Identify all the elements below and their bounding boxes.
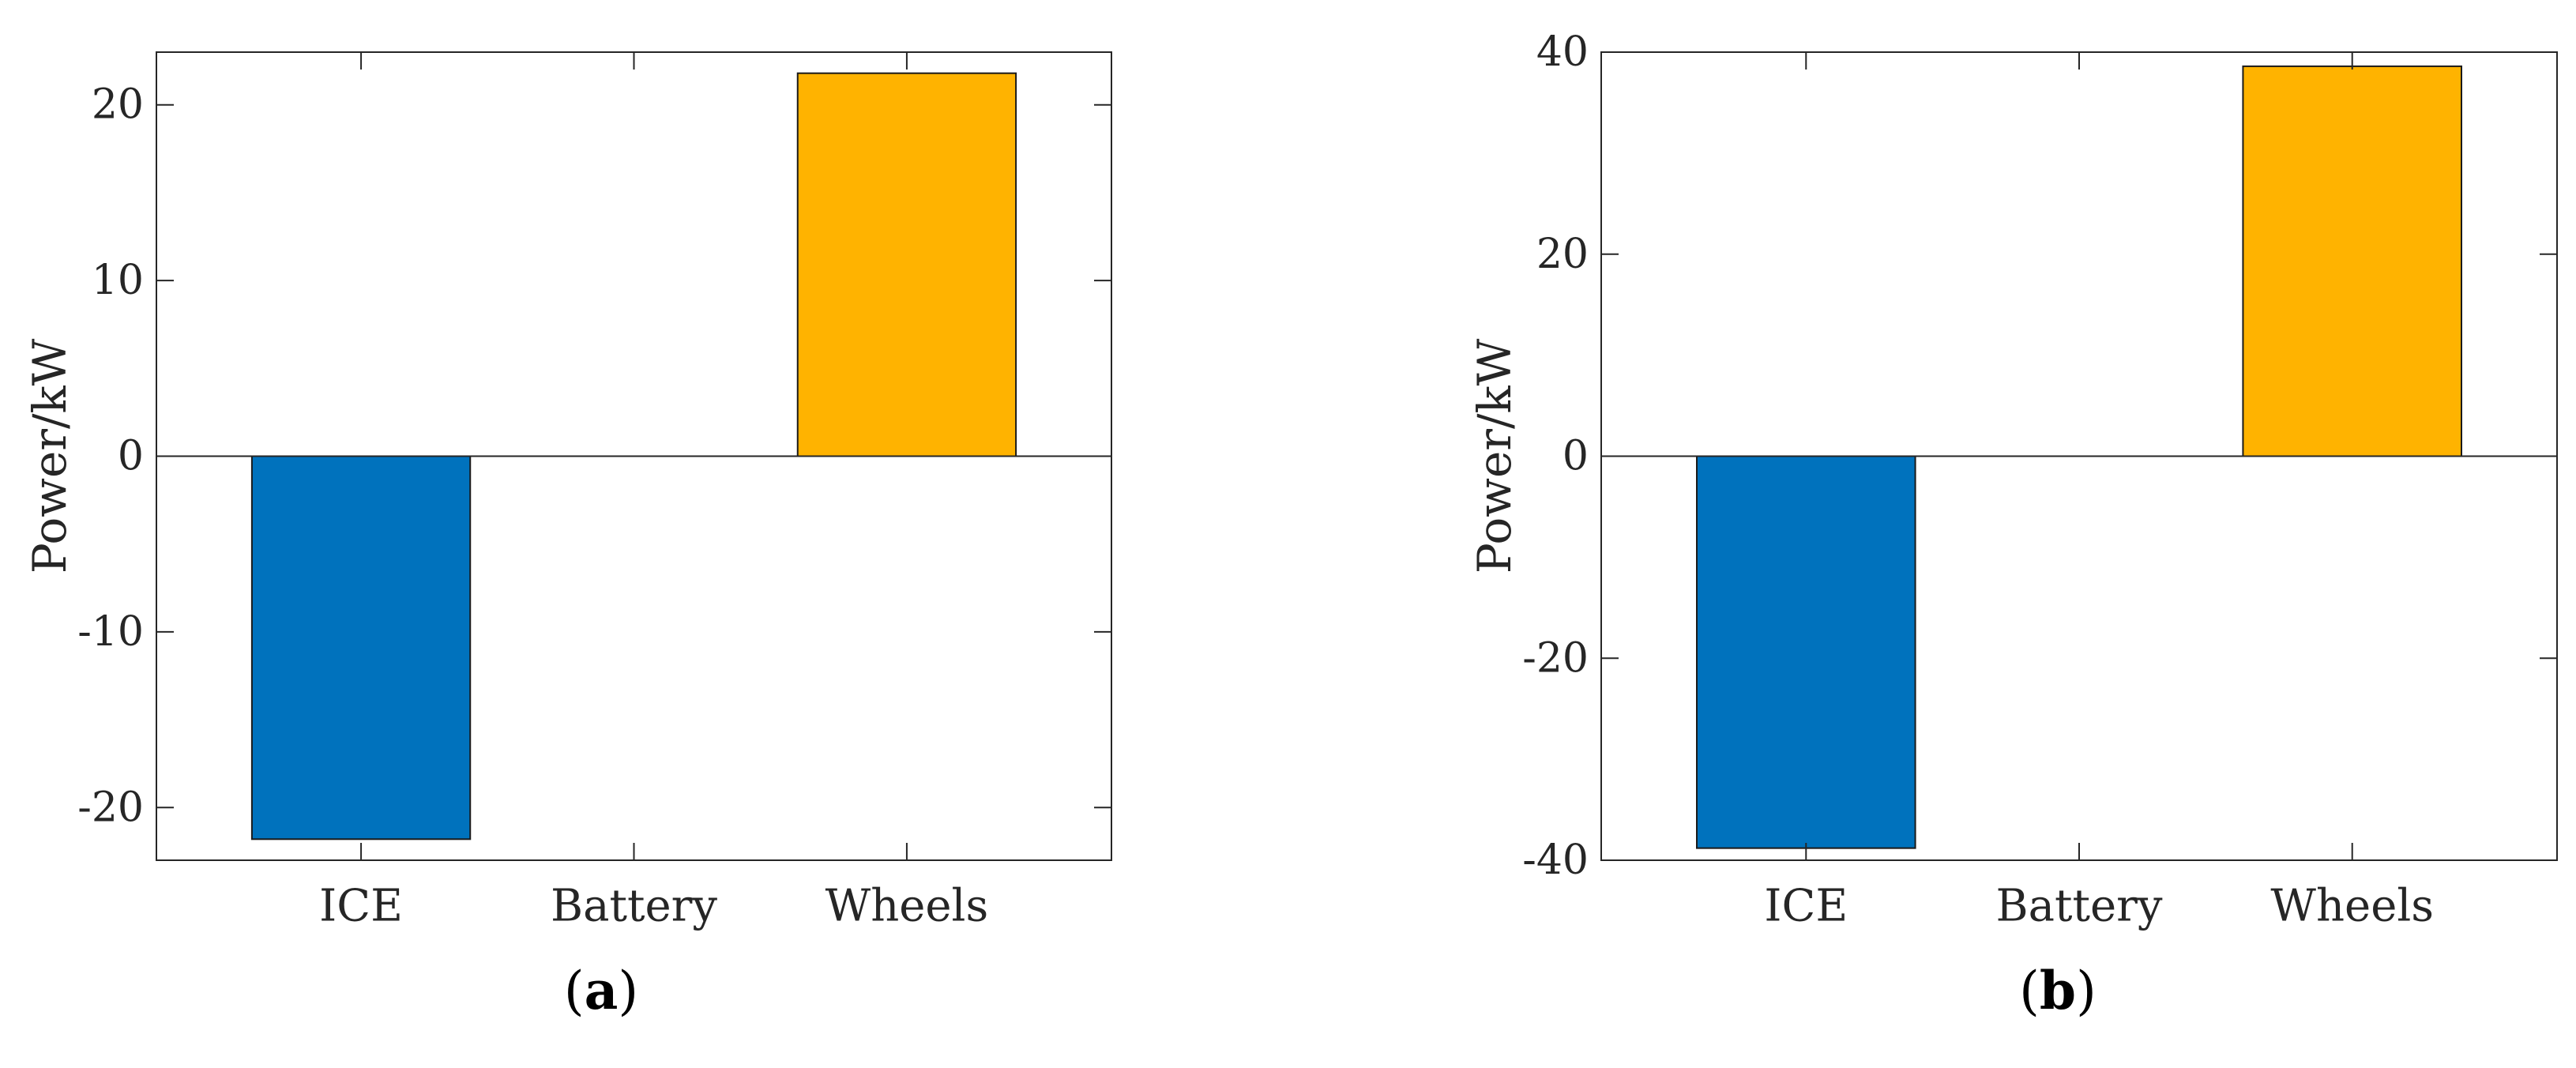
caption-b-letter: b bbox=[2039, 960, 2077, 1021]
y-axis-label-b: Power/kW bbox=[1468, 338, 1521, 573]
ytick-label-b-0: -40 bbox=[1522, 837, 1589, 884]
caption-a-letter: a bbox=[584, 960, 619, 1021]
y-axis-label-a: Power/kW bbox=[23, 338, 77, 573]
xtick-label-b-wheels: Wheels bbox=[2270, 881, 2434, 932]
xtick-label-a-wheels: Wheels bbox=[825, 881, 989, 932]
xtick-label-a-battery: Battery bbox=[551, 881, 717, 932]
ytick-label-a-2: 0 bbox=[118, 433, 144, 480]
caption-b: (b) bbox=[2019, 960, 2097, 1021]
ytick-label-a-1: -10 bbox=[77, 608, 144, 656]
chart-panel-b: -40 -20 0 20 40 ICE Battery Wheels Power/kW bbox=[1468, 28, 2558, 932]
chart-panel-a: -20 -10 0 10 20 ICE Battery Wheels Power/kW bbox=[23, 51, 1112, 932]
ytick-label-b-3: 20 bbox=[1536, 231, 1589, 278]
xtick-label-a-ice: ICE bbox=[319, 881, 403, 932]
ytick-label-a-4: 20 bbox=[92, 81, 144, 129]
bar-b-wheels bbox=[2242, 65, 2462, 457]
ytick-label-a-0: -20 bbox=[77, 784, 144, 831]
ytick-label-b-2: 0 bbox=[1563, 433, 1589, 480]
xtick-label-b-ice: ICE bbox=[1764, 881, 1848, 932]
ytick-label-b-4: 40 bbox=[1536, 28, 1589, 76]
xtick-label-b-battery: Battery bbox=[1995, 881, 2162, 932]
caption-a: (a) bbox=[563, 960, 639, 1021]
bar-a-wheels bbox=[796, 72, 1017, 457]
bar-a-ice bbox=[250, 455, 472, 840]
ytick-label-a-3: 10 bbox=[92, 257, 144, 304]
bar-b-ice bbox=[1696, 455, 1916, 849]
ytick-label-b-1: -20 bbox=[1522, 634, 1589, 682]
